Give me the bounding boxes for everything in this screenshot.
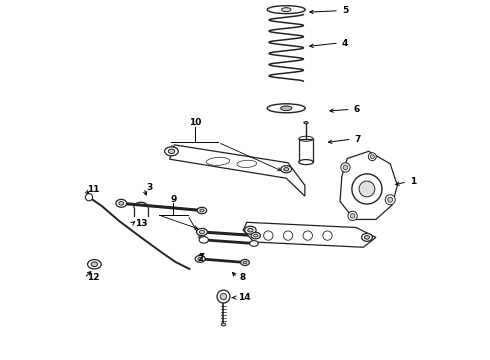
Polygon shape [170, 145, 305, 196]
Text: 10: 10 [189, 118, 201, 127]
Ellipse shape [196, 228, 207, 235]
Circle shape [352, 174, 382, 204]
Circle shape [303, 231, 313, 240]
Ellipse shape [267, 104, 305, 113]
Ellipse shape [88, 260, 101, 269]
Ellipse shape [254, 234, 258, 237]
Circle shape [343, 165, 348, 170]
Ellipse shape [267, 6, 305, 14]
Ellipse shape [199, 237, 208, 243]
Ellipse shape [245, 226, 256, 234]
Ellipse shape [243, 261, 247, 264]
Text: 9: 9 [170, 194, 176, 203]
Text: 8: 8 [240, 273, 246, 282]
Circle shape [217, 290, 230, 303]
Ellipse shape [304, 122, 308, 124]
Circle shape [350, 213, 355, 218]
Circle shape [368, 153, 376, 161]
Text: 2: 2 [197, 255, 203, 264]
Ellipse shape [116, 199, 126, 207]
Ellipse shape [206, 157, 230, 165]
Ellipse shape [168, 149, 175, 153]
Circle shape [220, 293, 227, 300]
Text: 13: 13 [135, 219, 147, 228]
Ellipse shape [281, 106, 292, 111]
Ellipse shape [241, 260, 249, 266]
Text: 6: 6 [354, 105, 360, 114]
Ellipse shape [365, 235, 369, 239]
Ellipse shape [362, 233, 372, 241]
Text: 14: 14 [238, 293, 251, 302]
Ellipse shape [200, 209, 204, 212]
Text: 1: 1 [410, 177, 416, 186]
Circle shape [388, 197, 393, 202]
Circle shape [359, 181, 375, 197]
Ellipse shape [91, 262, 98, 267]
Ellipse shape [197, 207, 207, 214]
Ellipse shape [299, 159, 313, 165]
Ellipse shape [198, 257, 202, 261]
Text: 3: 3 [147, 183, 153, 192]
Text: 12: 12 [87, 273, 99, 282]
Circle shape [264, 231, 273, 240]
Ellipse shape [199, 230, 204, 234]
Ellipse shape [251, 232, 260, 239]
Ellipse shape [284, 168, 289, 171]
Ellipse shape [221, 323, 225, 326]
Ellipse shape [165, 147, 178, 156]
Text: 4: 4 [342, 39, 348, 48]
Text: 11: 11 [87, 185, 99, 194]
Ellipse shape [237, 160, 257, 167]
Circle shape [323, 231, 332, 240]
Ellipse shape [281, 166, 292, 173]
Circle shape [85, 194, 93, 201]
Ellipse shape [247, 228, 253, 232]
Circle shape [370, 155, 374, 159]
Ellipse shape [282, 8, 291, 12]
Ellipse shape [119, 202, 124, 205]
Circle shape [348, 211, 357, 221]
Polygon shape [340, 151, 397, 220]
Ellipse shape [250, 240, 258, 246]
Polygon shape [243, 222, 376, 247]
Text: 5: 5 [342, 6, 348, 15]
Text: 7: 7 [355, 135, 361, 144]
Circle shape [385, 195, 395, 205]
Ellipse shape [195, 256, 205, 262]
Circle shape [283, 231, 293, 240]
Circle shape [341, 163, 350, 172]
